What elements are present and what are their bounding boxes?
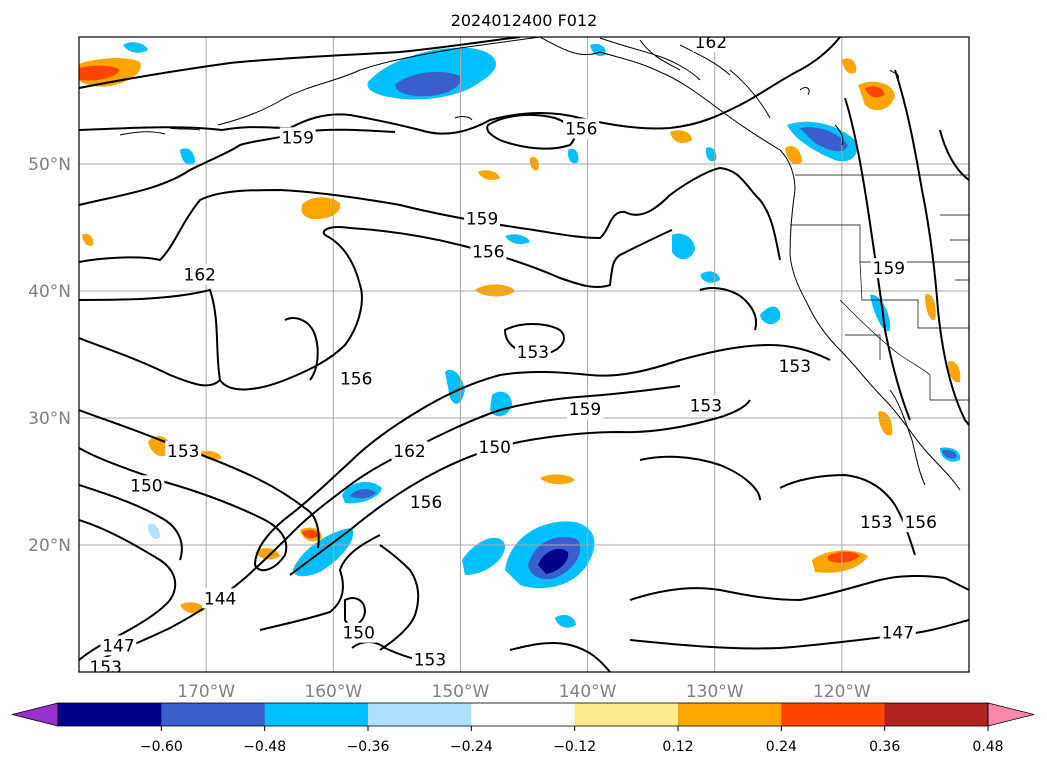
latitude-labels: 20°N 30°N 40°N 50°N bbox=[28, 155, 71, 556]
contour-label-3: 159 bbox=[466, 210, 498, 230]
lat-tick-label-2: 40°N bbox=[28, 282, 71, 302]
colorbar-segment-6 bbox=[678, 703, 782, 726]
contour-label-7: 153 bbox=[779, 357, 811, 377]
lon-tick-label-5: 120°W bbox=[813, 682, 871, 702]
contour-label-2: 156 bbox=[565, 119, 597, 139]
colorbar-segment-4 bbox=[471, 703, 576, 726]
contour-label-bg-23 bbox=[879, 622, 916, 643]
colorbar-tick-label-3: −0.24 bbox=[450, 739, 493, 755]
contour-label-4: 156 bbox=[472, 243, 504, 263]
contour-label-19: 147 bbox=[102, 636, 134, 656]
coastlines bbox=[119, 37, 961, 491]
colorbar-segment-2 bbox=[264, 703, 369, 726]
contour-label-bg-15 bbox=[870, 258, 907, 279]
contour-label-23: 147 bbox=[882, 624, 914, 644]
contour-label-bg-8 bbox=[687, 395, 724, 416]
colorbar-segment-3 bbox=[368, 703, 472, 726]
negative-patch-northwest-coast bbox=[760, 121, 961, 462]
colorbar-tick-label-5: 0.12 bbox=[662, 739, 693, 755]
gridlines bbox=[79, 37, 969, 672]
contour-label-9: 159 bbox=[569, 400, 601, 420]
lon-tick-label-3: 140°W bbox=[559, 682, 617, 702]
contour-label-bg-22 bbox=[411, 649, 448, 670]
colorbar-tick-label-4: −0.12 bbox=[553, 739, 596, 755]
height-contours bbox=[79, 37, 969, 672]
contour-label-17: 156 bbox=[904, 513, 936, 533]
contour-label-bg-17 bbox=[902, 512, 939, 533]
lat-tick-label-0: 20°N bbox=[28, 536, 71, 556]
colorbar: −0.60 −0.48 −0.36 −0.24 −0.12 0.12 0.24 0.36 0.4… bbox=[11, 702, 1035, 755]
positive-patch-misc bbox=[82, 58, 961, 614]
chart-title: 2024012400 F012 bbox=[451, 11, 598, 30]
contour-label-13: 150 bbox=[130, 476, 162, 496]
colorbar-frame bbox=[57, 702, 989, 727]
contour-label-bg-24 bbox=[692, 37, 729, 53]
map-frame bbox=[78, 36, 970, 673]
lon-tick-label-4: 130°W bbox=[686, 682, 744, 702]
contour-label-bg-5 bbox=[338, 368, 375, 389]
contour-label-10: 162 bbox=[393, 442, 425, 462]
contour-label-bg-18 bbox=[202, 588, 239, 609]
lon-tick-label-0: 170°W bbox=[177, 682, 235, 702]
contour-label-6: 153 bbox=[517, 343, 549, 363]
contour-label-bg-1 bbox=[279, 127, 316, 148]
contour-label-24: 162 bbox=[695, 33, 727, 53]
colorbar-extend-high bbox=[987, 702, 1035, 727]
contour-label-18: 144 bbox=[204, 589, 236, 609]
colorbar-segment-5 bbox=[574, 703, 679, 726]
contour-label-12: 153 bbox=[167, 442, 199, 462]
contour-label-bg-16 bbox=[858, 512, 895, 533]
colorbar-segment-7 bbox=[781, 703, 886, 726]
negative-patch-subtropics bbox=[462, 521, 595, 589]
contour-label-11: 150 bbox=[479, 438, 511, 458]
negative-patch-gulf-alaska bbox=[367, 47, 497, 100]
contour-label-bg-19 bbox=[100, 635, 137, 656]
contour-label-bg-0 bbox=[181, 264, 218, 285]
colorbar-extend-low bbox=[11, 702, 59, 727]
contour-label-bg-4 bbox=[470, 241, 507, 262]
lat-tick-label-1: 30°N bbox=[28, 409, 71, 429]
contour-label-20: 153 bbox=[89, 658, 121, 678]
lat-tick-label-3: 50°N bbox=[28, 155, 71, 175]
contour-label-bg-10 bbox=[391, 441, 428, 462]
contour-label-0: 162 bbox=[184, 265, 216, 285]
colorbar-tick-label-0: −0.60 bbox=[140, 739, 183, 755]
colorbar-tick-label-2: −0.36 bbox=[347, 739, 390, 755]
contour-label-1: 159 bbox=[281, 128, 313, 148]
colorbar-segment-1 bbox=[161, 703, 266, 726]
contour-label-15: 159 bbox=[873, 259, 905, 279]
colorbar-tick-label-1: −0.48 bbox=[243, 739, 286, 755]
contour-label-bg-6 bbox=[514, 341, 551, 362]
contour-label-bg-9 bbox=[567, 399, 604, 420]
contour-label-22: 153 bbox=[414, 650, 446, 670]
contour-label-14: 156 bbox=[410, 493, 442, 513]
colorbar-tick-label-7: 0.36 bbox=[869, 739, 900, 755]
contour-label-bg-2 bbox=[563, 118, 600, 139]
colorbar-tick-label-6: 0.24 bbox=[766, 739, 797, 755]
contour-label-bg-7 bbox=[776, 355, 813, 376]
colorbar-segment-0 bbox=[58, 703, 162, 726]
contour-label-bg-13 bbox=[128, 475, 165, 496]
contour-label-bg-3 bbox=[464, 208, 501, 229]
contour-label-bg-12 bbox=[165, 441, 202, 462]
lon-tick-label-2: 150°W bbox=[432, 682, 490, 702]
contour-label-21: 150 bbox=[342, 624, 374, 644]
political-boundaries bbox=[790, 174, 969, 401]
colorbar-tick-label-8: 0.48 bbox=[972, 739, 1003, 755]
contour-label-16: 153 bbox=[860, 513, 892, 533]
longitude-labels: 170°W 160°W 150°W 140°W 130°W 120°W bbox=[177, 682, 871, 702]
contour-label-bg-20 bbox=[87, 656, 124, 672]
contour-label-bg-21 bbox=[340, 622, 377, 643]
contour-label-bg-11 bbox=[476, 437, 513, 458]
lon-tick-label-1: 160°W bbox=[304, 682, 362, 702]
colorbar-segment-8 bbox=[884, 703, 989, 726]
contour-label-bg-14 bbox=[408, 491, 445, 512]
contour-label-8: 153 bbox=[690, 396, 722, 416]
contour-label-5: 156 bbox=[340, 370, 372, 390]
